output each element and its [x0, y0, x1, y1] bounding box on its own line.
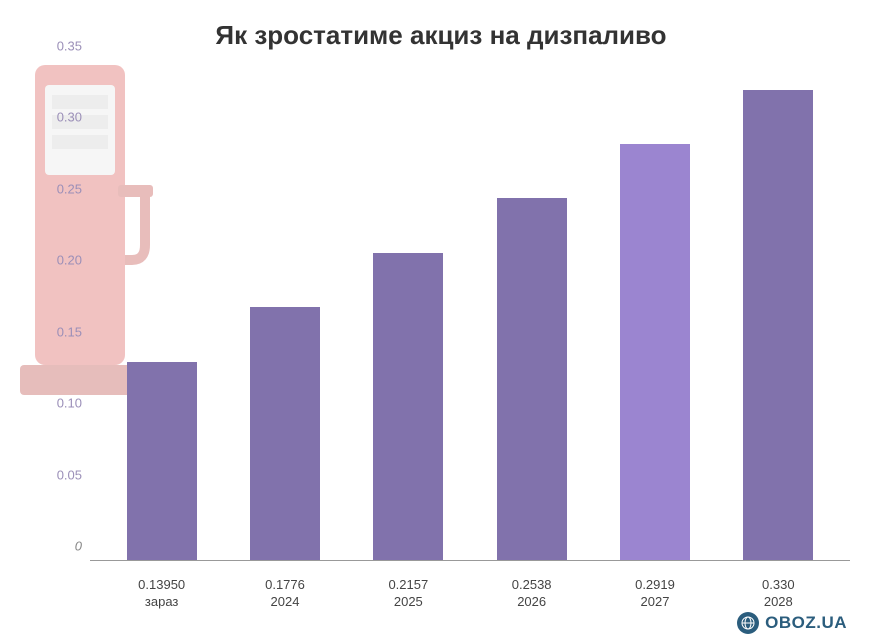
bar-slot	[347, 61, 470, 561]
bar	[250, 307, 320, 561]
x-category-label: 2028	[717, 594, 840, 609]
watermark-text: OBOZ.UA	[765, 613, 847, 633]
bar-slot	[593, 61, 716, 561]
x-category-label: 2025	[347, 594, 470, 609]
bar	[373, 253, 443, 561]
x-label-group: 0.13950 зараз	[100, 577, 223, 609]
y-tick: 0.15	[57, 324, 82, 339]
x-category-label: 2026	[470, 594, 593, 609]
bars-wrap	[90, 61, 850, 561]
y-tick: 0.35	[57, 39, 82, 54]
y-tick: 0.25	[57, 181, 82, 196]
chart-container: Як зростатиме акциз на дизпаливо 00.050.…	[0, 0, 872, 644]
x-label-group: 0.2157 2025	[347, 577, 470, 609]
bar-value-label: 0.2538	[470, 577, 593, 592]
bar-value-label: 0.13950	[100, 577, 223, 592]
y-tick: 0.20	[57, 253, 82, 268]
x-label-group: 0.2538 2026	[470, 577, 593, 609]
x-labels: 0.13950зараз0.177620240.215720250.253820…	[100, 577, 840, 609]
bar	[127, 362, 197, 561]
x-category-label: 2027	[593, 594, 716, 609]
x-label-group: 0.330 2028	[717, 577, 840, 609]
plot-area: 00.050.100.150.200.250.300.35 0.13950зар…	[90, 61, 850, 561]
bar-value-label: 0.2157	[347, 577, 470, 592]
y-axis: 00.050.100.150.200.250.300.35	[40, 61, 90, 561]
x-label-group: 0.2919 2027	[593, 577, 716, 609]
y-tick: 0	[75, 539, 82, 554]
x-label-group: 0.1776 2024	[223, 577, 346, 609]
watermark: OBOZ.UA	[737, 612, 847, 634]
bar-slot	[100, 61, 223, 561]
y-tick: 0.05	[57, 467, 82, 482]
bar-value-label: 0.330	[717, 577, 840, 592]
x-category-label: 2024	[223, 594, 346, 609]
x-axis-line	[90, 560, 850, 561]
x-category-label: зараз	[100, 594, 223, 609]
bar-slot	[223, 61, 346, 561]
bar	[620, 144, 690, 561]
bar	[743, 90, 813, 561]
y-tick: 0.30	[57, 110, 82, 125]
bar-slot	[470, 61, 593, 561]
bar-slot	[717, 61, 840, 561]
bar	[497, 198, 567, 561]
globe-icon	[737, 612, 759, 634]
bar-value-label: 0.1776	[223, 577, 346, 592]
y-tick: 0.10	[57, 396, 82, 411]
bar-value-label: 0.2919	[593, 577, 716, 592]
